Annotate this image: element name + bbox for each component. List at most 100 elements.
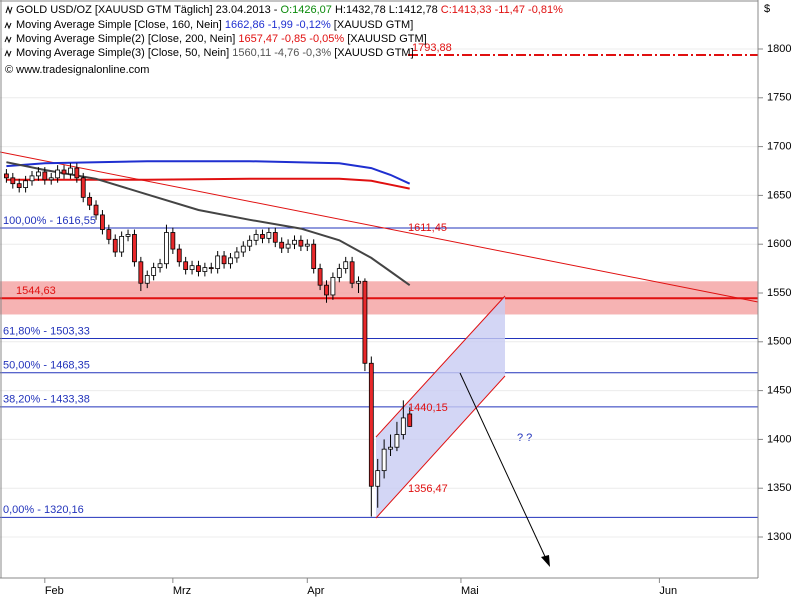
legend-icon [4,21,12,30]
source: © www.tradesignalonline.com [5,64,149,76]
candle-body [170,232,176,250]
trend-line [0,151,759,303]
candle-body [36,171,41,177]
candle-body [132,234,137,263]
candle-body [208,267,214,270]
channel-upper [375,295,506,438]
candle-body [80,177,86,198]
candle-body [279,241,285,249]
candle-body [356,280,361,284]
candle-body [362,280,368,364]
level-label: 50,00% - 1468,35 [3,360,90,372]
y-tick-label: 1800 [767,43,791,55]
candle-body [330,276,336,296]
candle-body [189,265,195,270]
forecast-arrow [459,372,549,564]
candle-body [112,238,118,253]
candle-body [394,434,400,448]
high-low-text: H:1432,78 L:1412,78 [335,4,438,16]
moving-average [6,177,410,190]
y-tick-label: 1650 [767,189,791,201]
candle-body [144,275,150,284]
legend-source: [XAUUSD GTM] [334,47,413,59]
plot: 1300 1350 1400 1450 1500 1550 1600 1650 1700 1750… [3,42,791,597]
legend-name: Moving Average Simple(3) [Close, 50, Nei… [16,47,229,59]
candle-body [343,261,349,270]
legend-source: [XAUUSD GTM] [334,19,413,31]
x-tick-label: Mai [461,585,479,597]
candle-body [407,413,413,427]
legend-name: Moving Average Simple(2) [Close, 200, Ne… [16,33,235,45]
candle-body [202,267,208,272]
candle-body [55,169,61,179]
candle-body [234,251,240,259]
candle-body [272,232,278,243]
y-tick-label: 1750 [767,92,791,104]
candle-body [16,183,22,188]
x-tick-label: Jun [659,585,677,597]
channel-lower [375,375,506,519]
candle-body [151,267,157,276]
legend-entry: Moving Average Simple [Close, 160, Nein]… [16,19,413,31]
legend-value: 1662,86 -1,99 -0,12% [225,19,331,31]
level-label: 0,00% - 1320,16 [3,504,84,516]
candle-body [68,167,73,175]
candle-body [240,245,246,253]
legend-source: [XAUUSD GTM] [347,33,426,45]
legend-name: Moving Average Simple [Close, 160, Nein] [16,19,222,31]
legend-entry: Moving Average Simple(2) [Close, 200, Ne… [16,33,427,45]
candle-body [336,268,342,278]
y-tick-label: 1550 [767,287,791,299]
candle-body [164,232,169,265]
level-label: 1544,63 [16,285,56,297]
candle-body [349,261,355,284]
level-label: 38,20% - 1433,38 [3,394,90,406]
candle-body [183,261,189,270]
y-tick-label: 1300 [767,531,791,543]
candle-body [138,261,144,284]
candle-body [100,214,105,230]
legend-icon [4,49,12,58]
candle-body [368,362,374,487]
instrument: GOLD USD/OZ [XAUUSD GTM Täglich] 23.04.2… [16,4,278,16]
candle-body [61,169,67,175]
legend-value: 1560,11 -4,76 -0,3% [232,47,331,59]
annotation: 1440,15 [408,402,448,414]
candle-body [375,470,381,487]
candle-body [266,232,272,239]
candle-body [228,257,233,265]
candle-body [215,255,221,270]
x-tick-label: Feb [45,585,64,597]
candle-body [298,239,304,247]
arrow-head [541,555,550,567]
y-tick-label: 1600 [767,238,791,250]
legend-icon [4,35,12,44]
candle-body [304,243,310,247]
legend-entry: Moving Average Simple(3) [Close, 50, Nei… [16,47,414,59]
legend-value: 1657,47 -0,85 -0,05% [238,33,344,45]
level-label: 1793,88 [412,42,452,54]
candle-body [125,234,131,237]
x-tick-label: Mrz [173,585,191,597]
level-label: 61,80% - 1503,33 [3,325,90,337]
y-tick-label: 1700 [767,141,791,153]
annotation: 1356,47 [408,483,448,495]
candle-body [4,173,9,179]
candle-body [87,196,93,206]
candle-body [317,268,323,286]
candle-body [48,177,54,181]
legend: GOLD USD/OZ [XAUUSD GTM Täglich] 23.04.2… [3,3,563,77]
moving-average [6,160,411,185]
candle-body [400,417,406,435]
annotation: ? ? [517,432,532,444]
legend-bg [3,3,408,77]
y-tick-label: 1400 [767,433,791,445]
candle-body [381,448,387,472]
candle-body [221,255,227,265]
candle-body [285,243,291,249]
y-tick-label: 1350 [767,482,791,494]
candle-body [106,229,112,240]
y-unit: $ [764,3,770,15]
candle-body [29,175,35,182]
